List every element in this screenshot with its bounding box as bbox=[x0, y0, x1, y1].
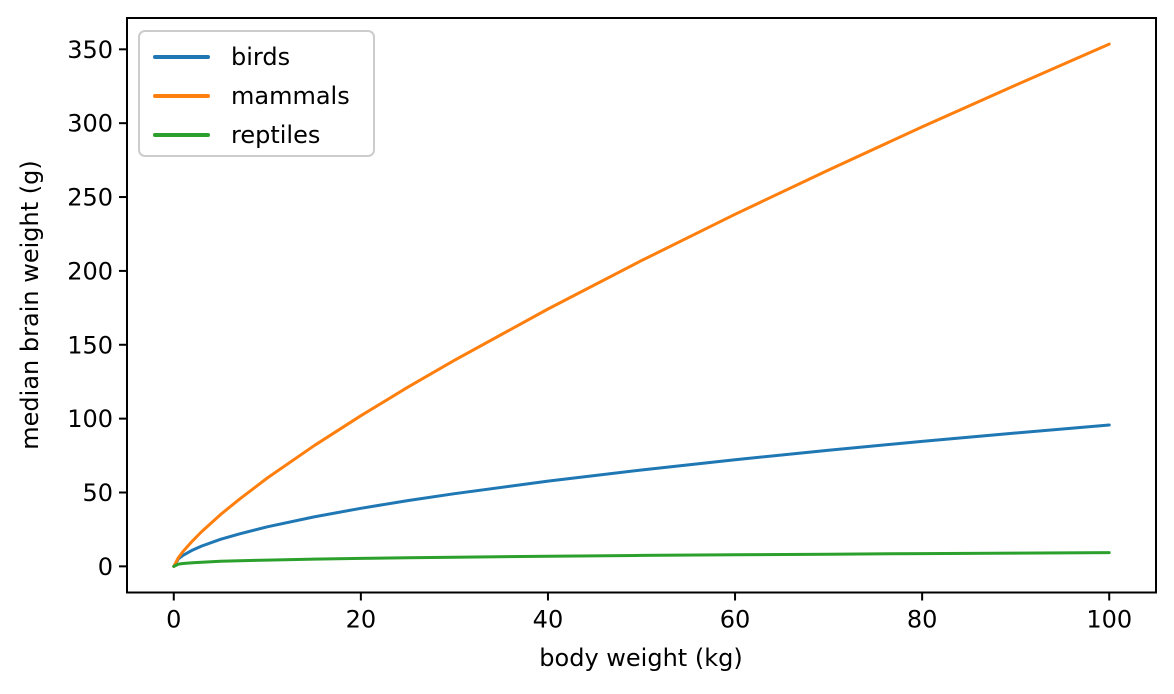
axes-spines bbox=[126, 17, 1157, 594]
y-tick-label: 150 bbox=[67, 331, 113, 359]
x-axis-label: body weight (kg) bbox=[539, 644, 743, 672]
birds-line-swatch bbox=[153, 54, 210, 59]
legend: birds mammals reptiles bbox=[138, 30, 375, 157]
x-tick-label: 40 bbox=[533, 606, 564, 634]
reptiles-line-swatch bbox=[153, 132, 210, 137]
y-axis-label: median brain weight (g) bbox=[16, 160, 44, 450]
x-tick-label: 0 bbox=[166, 606, 181, 634]
legend-label-reptiles: reptiles bbox=[231, 120, 321, 149]
y-tick-label: 0 bbox=[98, 553, 113, 581]
y-tick-label: 250 bbox=[67, 184, 113, 212]
mammals-curve bbox=[172, 42, 1111, 568]
legend-item-birds: birds bbox=[153, 37, 373, 76]
y-tick-label: 200 bbox=[67, 257, 113, 285]
legend-item-reptiles: reptiles bbox=[153, 115, 373, 154]
reptiles-curve bbox=[172, 551, 1111, 568]
y-tick-label: 350 bbox=[67, 36, 113, 64]
birds-curve bbox=[172, 423, 1111, 568]
y-tick-label: 50 bbox=[82, 479, 113, 507]
x-tick-label: 100 bbox=[1086, 606, 1132, 634]
x-tick-label: 80 bbox=[907, 606, 938, 634]
legend-label-mammals: mammals bbox=[231, 81, 350, 110]
x-tick-label: 60 bbox=[720, 606, 751, 634]
legend-item-mammals: mammals bbox=[153, 76, 373, 115]
x-tick-label: 20 bbox=[346, 606, 377, 634]
mammals-line-swatch bbox=[153, 93, 210, 98]
legend-label-birds: birds bbox=[231, 42, 291, 71]
y-tick-label: 100 bbox=[67, 405, 113, 433]
y-tick-label: 300 bbox=[67, 110, 113, 138]
